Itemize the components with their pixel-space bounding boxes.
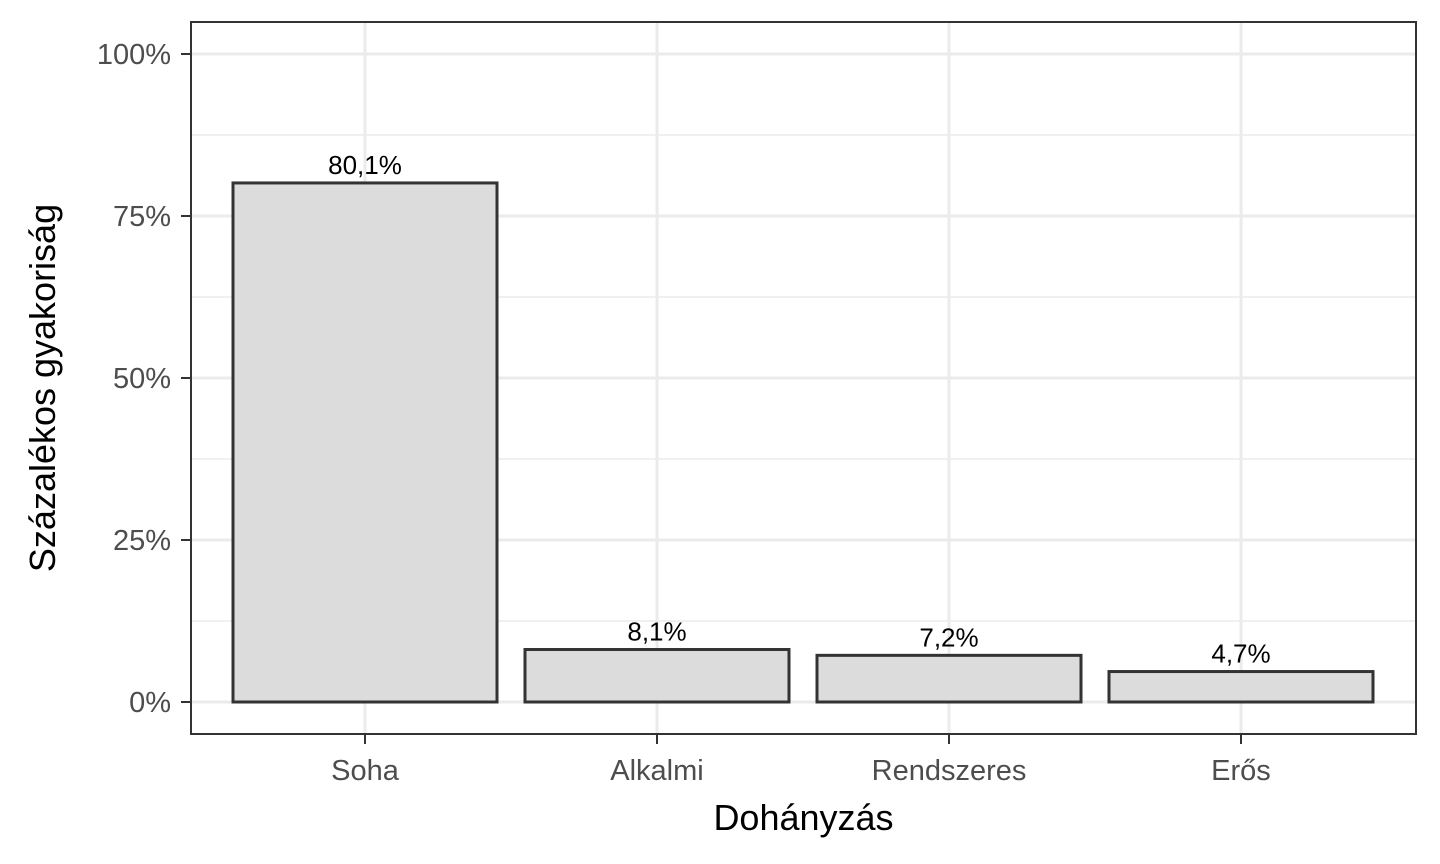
data-label: 80,1% <box>328 150 402 180</box>
y-axis-title: Százalékos gyakoriság <box>22 204 63 572</box>
x-axis-title: Dohányzás <box>713 797 893 838</box>
bar <box>815 653 1083 704</box>
data-label: 4,7% <box>1211 639 1270 669</box>
y-axis: 0% 25% 50% 75% 100% <box>97 39 191 719</box>
y-tick-label: 50% <box>113 363 171 395</box>
y-tick-label: 0% <box>129 687 171 719</box>
x-tick-label: Erős <box>1211 755 1271 787</box>
x-tick-label: Soha <box>331 755 400 787</box>
y-tick-label: 75% <box>113 201 171 233</box>
x-tick-label: Alkalmi <box>610 755 703 787</box>
bar <box>523 648 791 704</box>
y-tick-label: 100% <box>97 39 171 71</box>
bars <box>231 181 1375 704</box>
x-axis: Soha Alkalmi Rendszeres Erős <box>331 734 1271 787</box>
data-labels: 80,1% 8,1% 7,2% 4,7% <box>328 150 1271 669</box>
y-tick-label: 25% <box>113 525 171 557</box>
data-label: 8,1% <box>627 617 686 647</box>
bar <box>1107 670 1375 704</box>
bar <box>231 181 499 704</box>
data-label: 7,2% <box>919 622 978 652</box>
x-tick-label: Rendszeres <box>872 755 1027 787</box>
